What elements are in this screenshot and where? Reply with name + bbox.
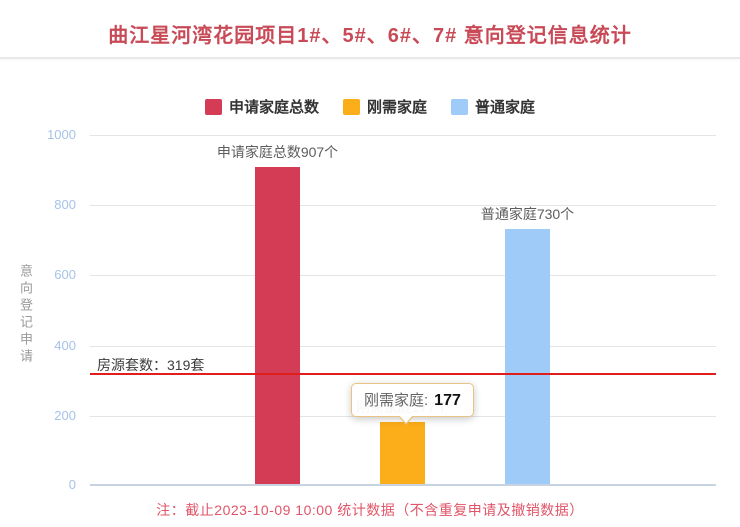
plot-area: 申请家庭总数907个 刚需家庭177个 普通家庭730个 房源套数：319套 (90, 135, 716, 486)
legend-swatch-total (204, 98, 222, 115)
legend-item-total[interactable]: 申请家庭总数 (204, 96, 319, 117)
reference-line: 房源套数：319套 (90, 357, 716, 375)
bar-rect-rigid-demand[interactable] (380, 422, 425, 484)
legend-swatch-ordinary (451, 98, 468, 115)
bar-total-applicants[interactable]: 申请家庭总数907个 (217, 142, 338, 484)
title-divider (0, 57, 740, 59)
bar-ordinary[interactable]: 普通家庭730个 (481, 204, 574, 484)
bar-value-label: 普通家庭730个 (480, 206, 575, 222)
reference-line-label: 房源套数：319套 (97, 357, 205, 373)
footer-note: 注：截止2023-10-09 10:00 统计数据（不含重复申请及撤销数据） (156, 502, 584, 518)
gridline-800 (90, 205, 716, 206)
tooltip-value: 177 (434, 392, 461, 409)
gridline-400 (90, 346, 716, 347)
tooltip: 刚需家庭: 177 (351, 383, 474, 425)
bar-rect-total[interactable] (255, 167, 300, 484)
legend: 申请家庭总数 刚需家庭 普通家庭 (0, 96, 740, 117)
y-tick-label: 600 (54, 267, 76, 282)
tooltip-arrow-icon (399, 415, 413, 423)
legend-label: 刚需家庭 (366, 99, 427, 116)
legend-swatch-rigid-demand (342, 98, 360, 115)
legend-label: 申请家庭总数 (228, 99, 319, 116)
x-axis-line (90, 484, 716, 486)
legend-item-ordinary[interactable]: 普通家庭 (451, 96, 535, 117)
y-tick-label: 1000 (47, 127, 76, 142)
gridline-600 (90, 275, 716, 276)
gridline-1000 (90, 135, 716, 136)
y-tick-label: 200 (54, 408, 76, 423)
y-tick-label: 400 (54, 338, 76, 353)
legend-label: 普通家庭 (475, 99, 536, 116)
bar-value-label: 申请家庭总数907个 (216, 144, 339, 160)
y-axis-title: 意向登记申请 (18, 264, 33, 366)
y-tick-label: 800 (54, 197, 76, 212)
legend-item-rigid-demand[interactable]: 刚需家庭 (342, 96, 427, 117)
y-tick-label: 0 (68, 477, 76, 492)
tooltip-series-label: 刚需家庭: (364, 392, 429, 409)
bar-rect-ordinary[interactable] (505, 229, 550, 484)
chart-title: 曲江星河湾花园项目1#、5#、6#、7# 意向登记信息统计 (108, 25, 632, 47)
